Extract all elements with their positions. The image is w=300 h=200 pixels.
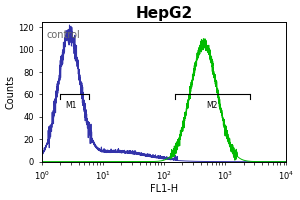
X-axis label: FL1-H: FL1-H xyxy=(150,184,178,194)
Y-axis label: Counts: Counts xyxy=(6,75,16,109)
Text: M2: M2 xyxy=(206,101,218,110)
Text: M1: M1 xyxy=(65,101,76,110)
Title: HepG2: HepG2 xyxy=(135,6,193,21)
Text: control: control xyxy=(46,30,80,40)
